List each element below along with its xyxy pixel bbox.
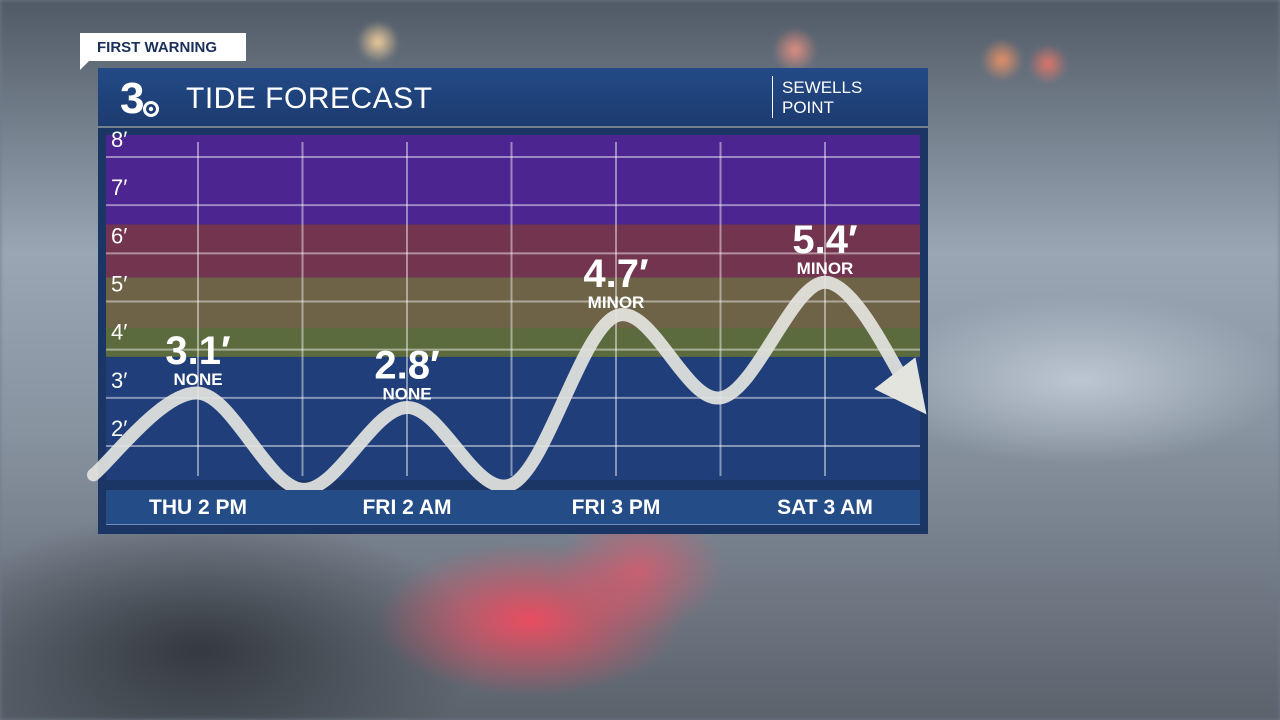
flood-stage-bands — [106, 135, 920, 480]
peak-category-5: MINOR — [588, 293, 645, 312]
channel-3-logo: 3 — [120, 74, 159, 121]
location-line-1: SEWELLS — [782, 78, 863, 97]
x-tick-label-2: FRI 3 PM — [571, 496, 661, 519]
peak-value-3: 2.8′ — [374, 343, 439, 387]
peak-value-5: 4.7′ — [583, 252, 648, 296]
chart-header: 3 TIDE FORECAST SEWELLS POINT — [98, 68, 928, 126]
y-tick-label-4: 6′ — [111, 223, 127, 248]
peak-category-3: NONE — [382, 384, 431, 403]
flood-band-3 — [106, 224, 920, 278]
peak-category-1: NONE — [173, 370, 222, 389]
first-warning-label: FIRST WARNING — [97, 38, 217, 56]
x-tick-label-1: FRI 2 AM — [362, 496, 452, 519]
location-label: SEWELLS POINT — [782, 78, 862, 118]
flood-band-4 — [106, 135, 920, 225]
peak-value-1: 3.1′ — [165, 329, 230, 373]
tide-curve-group — [87, 275, 927, 496]
flood-band-0 — [106, 356, 920, 480]
y-tick-label-0: 2′ — [111, 416, 127, 441]
tide-curve — [87, 275, 927, 496]
x-axis-labels: THU 2 PM FRI 2 AM FRI 3 PM SAT 3 AM — [106, 490, 920, 525]
peak-value-7: 5.4′ — [792, 218, 857, 262]
y-tick-labels: 2′ 3′ 4′ 5′ 6′ 7′ 8′ — [111, 127, 127, 441]
x-tick-label-3: SAT 3 AM — [777, 496, 873, 519]
header-divider — [772, 76, 773, 118]
y-tick-label-3: 5′ — [111, 272, 127, 297]
x-tick-label-0: THU 2 PM — [148, 496, 248, 519]
location-line-2: POINT — [782, 98, 834, 117]
y-tick-label-2: 4′ — [111, 320, 127, 345]
chart-title: TIDE FORECAST — [186, 82, 433, 115]
first-warning-banner: FIRST WARNING — [80, 33, 246, 61]
peak-category-7: MINOR — [797, 259, 854, 278]
banner-notch — [80, 61, 89, 70]
y-tick-label-5: 7′ — [111, 175, 127, 200]
y-tick-label-1: 3′ — [111, 368, 127, 393]
logo-numeral: 3 — [120, 74, 144, 121]
grid-lines — [106, 142, 920, 476]
y-tick-label-6: 8′ — [111, 127, 127, 152]
